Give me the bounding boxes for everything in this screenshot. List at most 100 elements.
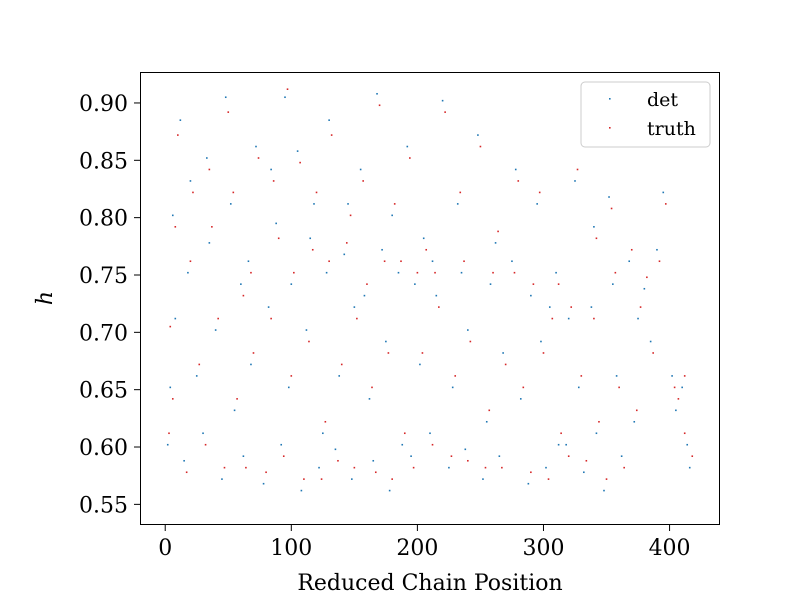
point-truth-85 — [189, 260, 192, 263]
point-truth-34 — [252, 352, 255, 354]
point-det-88 — [247, 260, 250, 263]
point-truth-51 — [542, 352, 545, 354]
point-det-89 — [270, 168, 272, 171]
point-det-26 — [608, 196, 610, 198]
point-det-67 — [318, 466, 320, 469]
point-truth-7 — [286, 88, 289, 90]
point-truth-88 — [250, 271, 252, 274]
point-det-8 — [296, 150, 299, 152]
x-tick-label: 0 — [158, 536, 172, 561]
point-det-49 — [502, 352, 504, 354]
point-det-27 — [628, 260, 631, 263]
point-truth-46 — [454, 375, 457, 377]
point-det-61 — [202, 432, 204, 435]
point-det-111 — [688, 466, 691, 469]
point-det-7 — [284, 96, 286, 99]
point-det-101 — [511, 260, 513, 263]
point-det-109 — [671, 375, 673, 377]
point-det-50 — [519, 398, 522, 400]
point-det-42 — [385, 340, 387, 343]
point-truth-17 — [444, 111, 446, 113]
point-det-39 — [338, 375, 341, 377]
legend-box — [580, 81, 711, 148]
point-det-106 — [612, 283, 614, 285]
y-tick-label: 0.75 — [79, 264, 128, 289]
point-truth-89 — [272, 180, 275, 182]
point-truth-80 — [567, 455, 570, 457]
point-truth-96 — [400, 260, 402, 263]
point-truth-71 — [391, 478, 393, 480]
point-truth-45 — [438, 306, 440, 308]
point-truth-76 — [484, 466, 487, 469]
point-truth-65 — [282, 455, 285, 457]
point-det-110 — [681, 386, 683, 389]
point-truth-107 — [639, 306, 642, 308]
y-tick-label: 0.55 — [79, 493, 128, 518]
point-truth-75 — [467, 459, 469, 462]
point-det-47 — [467, 329, 469, 331]
y-tick-label: 0.90 — [79, 92, 128, 117]
point-truth-14 — [393, 203, 396, 205]
point-truth-101 — [513, 271, 516, 274]
point-truth-10 — [330, 134, 333, 136]
point-det-21 — [514, 168, 517, 171]
point-det-28 — [643, 287, 646, 290]
point-truth-84 — [174, 226, 177, 228]
point-truth-99 — [463, 260, 465, 263]
legend-marker-truth — [609, 127, 611, 129]
point-truth-44 — [421, 352, 424, 354]
x-axis-label: Reduced Chain Position — [297, 571, 562, 596]
point-det-63 — [242, 455, 245, 457]
point-truth-27 — [630, 248, 633, 251]
point-truth-86 — [208, 168, 211, 171]
x-tick-label: 100 — [270, 536, 312, 561]
point-truth-47 — [469, 340, 472, 343]
x-axis-ticks: 0 100 200 300 400 — [158, 525, 691, 561]
point-det-0 — [179, 119, 182, 121]
point-truth-105 — [593, 317, 595, 320]
point-det-102 — [530, 294, 532, 297]
point-truth-78 — [530, 471, 532, 474]
point-det-93 — [347, 203, 349, 205]
point-det-62 — [221, 478, 223, 480]
point-truth-93 — [349, 214, 352, 217]
point-truth-95 — [383, 260, 386, 263]
point-det-14 — [391, 214, 393, 217]
point-det-20 — [494, 242, 497, 244]
point-truth-67 — [320, 478, 323, 480]
point-det-16 — [422, 237, 425, 240]
point-det-38 — [322, 432, 324, 435]
point-truth-31 — [198, 363, 201, 366]
point-truth-81 — [585, 459, 588, 462]
point-det-6 — [275, 222, 277, 225]
point-truth-102 — [532, 283, 535, 285]
point-det-86 — [206, 157, 208, 159]
legend-label-det: det — [647, 89, 678, 111]
point-truth-60 — [185, 471, 188, 474]
point-truth-13 — [378, 104, 381, 107]
point-truth-97 — [416, 271, 419, 274]
y-axis-ticks: 0.55 0.60 0.65 0.70 0.75 0.80 0.85 0.90 — [79, 92, 140, 518]
point-truth-28 — [646, 276, 648, 279]
point-det-45 — [435, 294, 438, 297]
point-det-55 — [615, 375, 618, 377]
point-truth-20 — [497, 230, 499, 233]
points-layer — [166, 88, 694, 492]
point-det-70 — [372, 459, 375, 462]
y-tick-label: 0.85 — [79, 149, 128, 174]
point-det-100 — [489, 283, 492, 285]
point-det-58 — [675, 409, 677, 412]
point-truth-111 — [691, 455, 694, 457]
point-det-79 — [545, 466, 547, 469]
point-det-90 — [290, 283, 293, 285]
point-det-17 — [441, 99, 444, 102]
point-det-9 — [313, 203, 315, 205]
point-truth-5 — [257, 157, 260, 159]
point-det-12 — [359, 168, 362, 171]
point-det-59 — [686, 443, 689, 446]
point-det-75 — [464, 448, 467, 451]
point-truth-3 — [227, 111, 230, 113]
point-truth-6 — [277, 237, 280, 240]
point-truth-73 — [431, 443, 434, 446]
point-det-108 — [656, 248, 658, 251]
